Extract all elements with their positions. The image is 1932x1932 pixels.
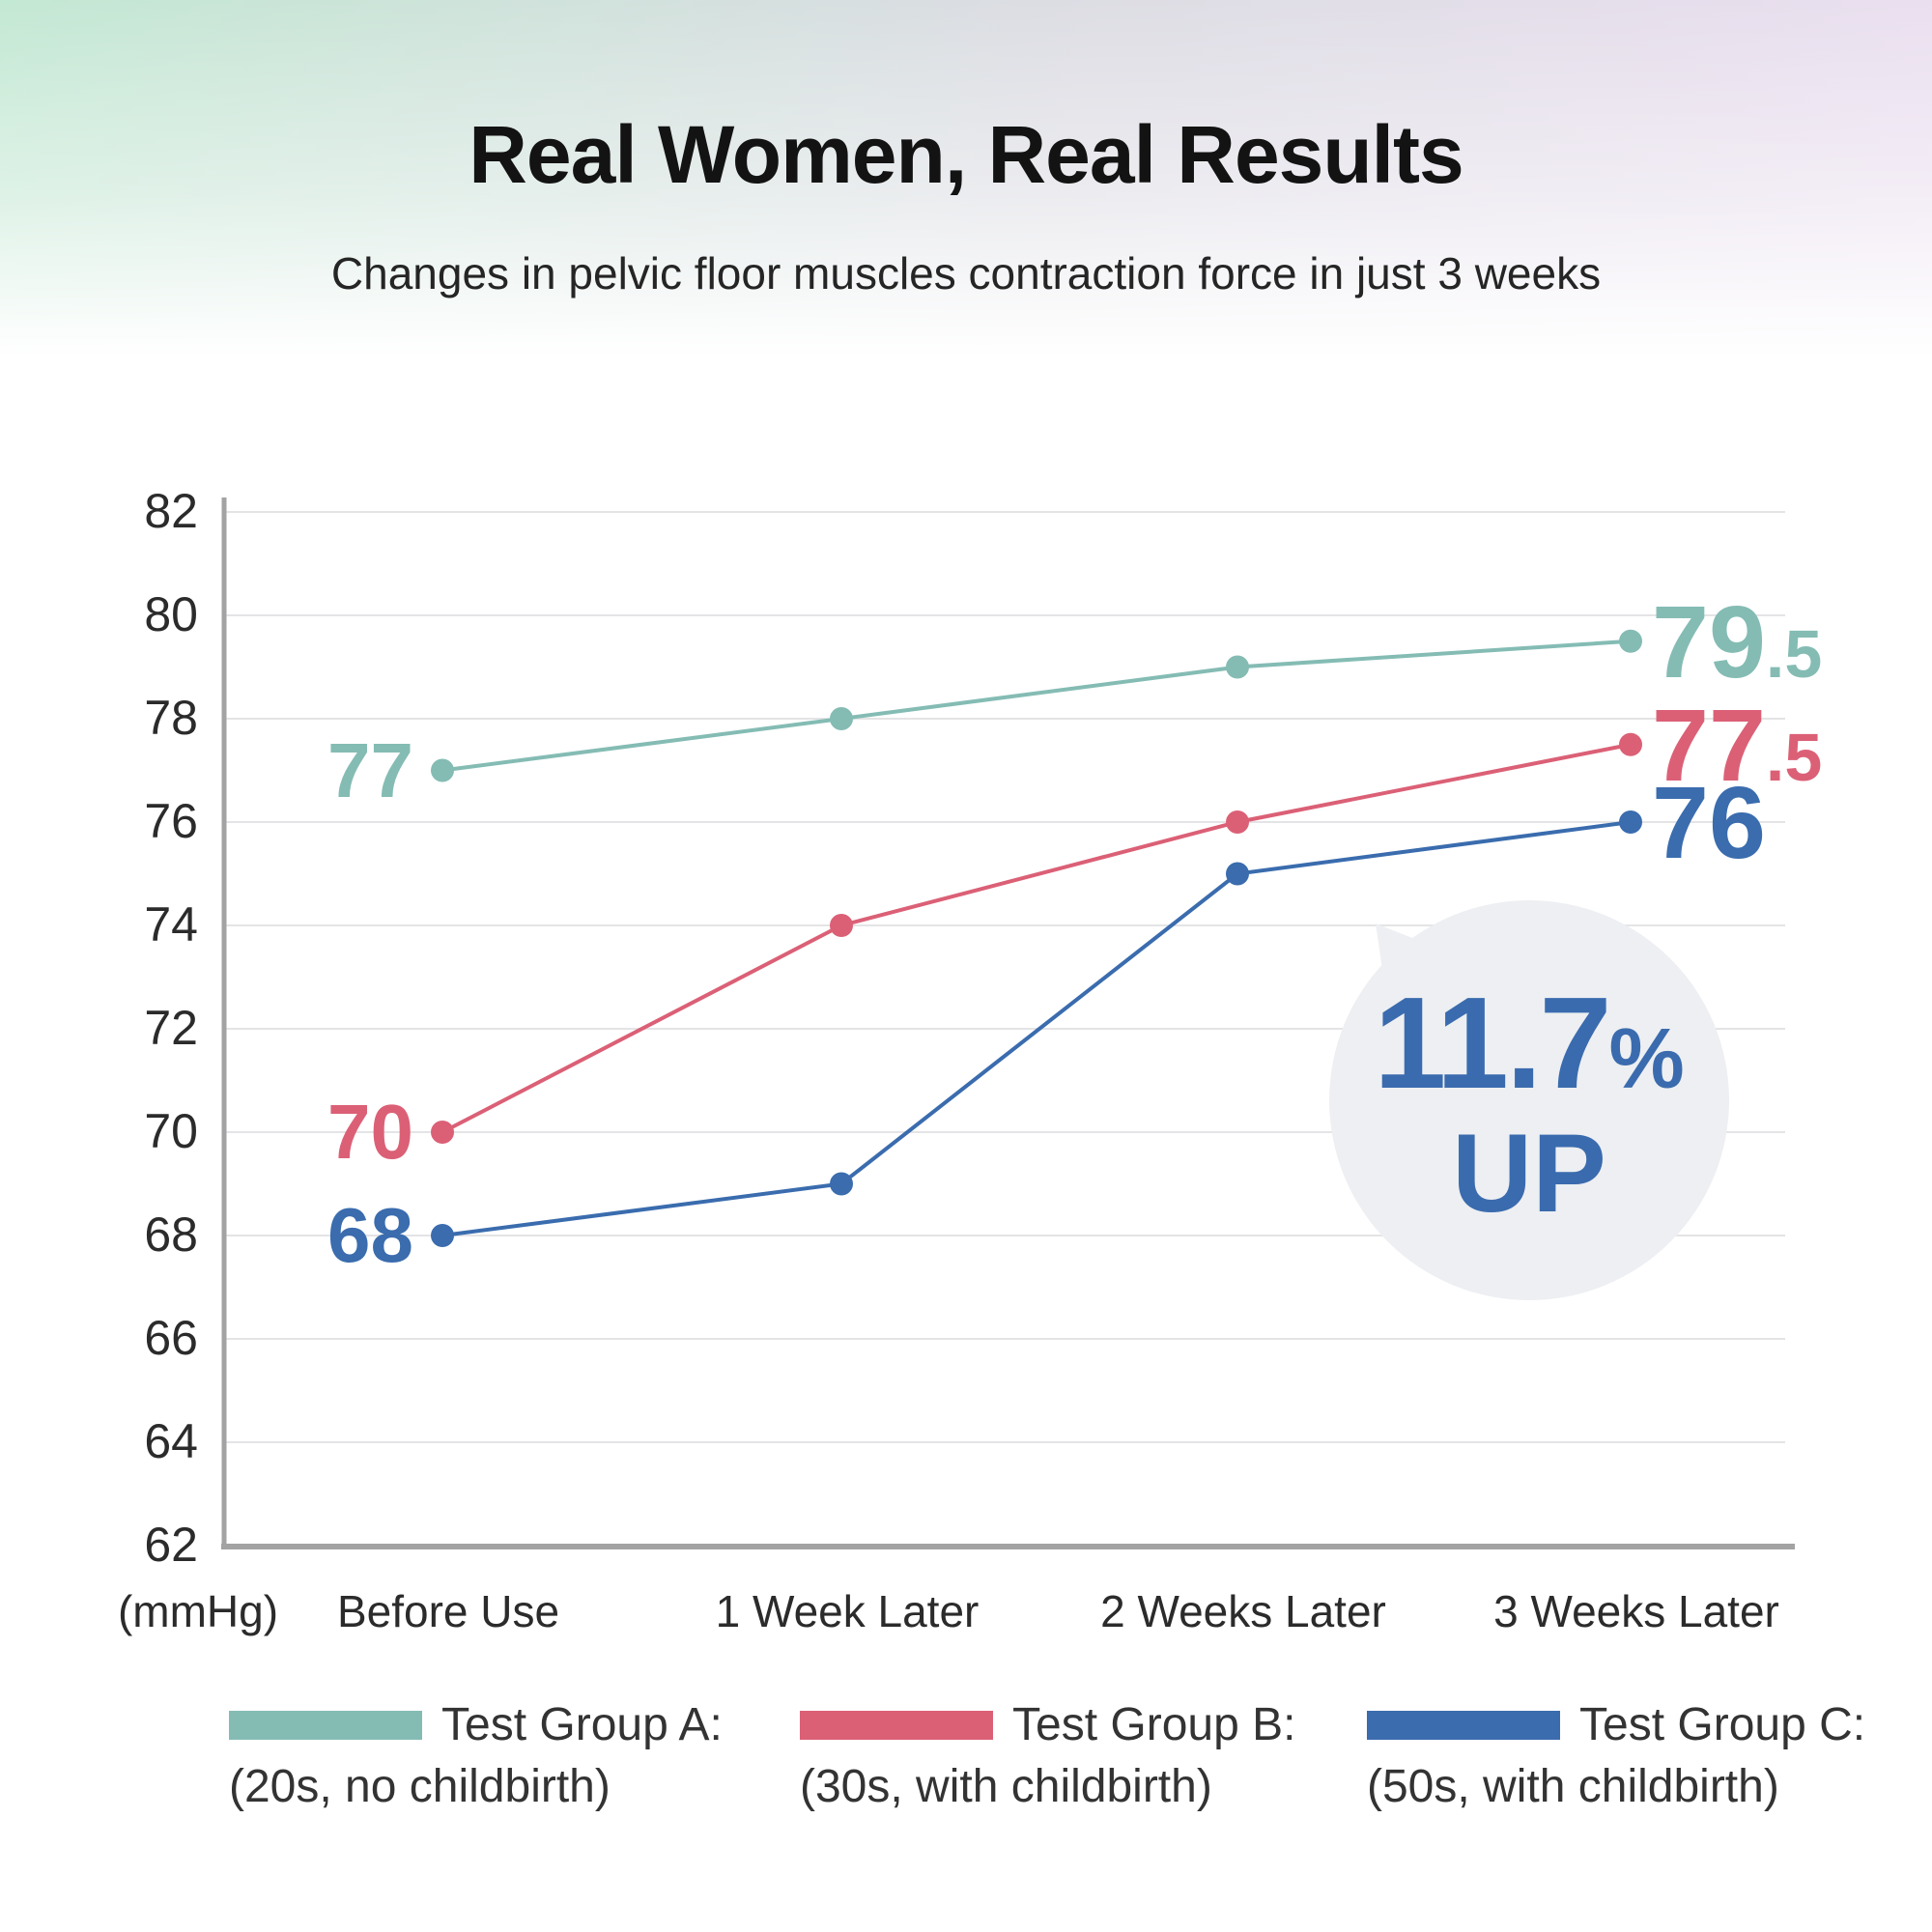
data-point-s2-x3	[1619, 810, 1642, 834]
y-tick-label-72: 72	[144, 1001, 198, 1055]
y-tick-label-76: 76	[144, 794, 198, 848]
y-tick-label-80: 80	[144, 587, 198, 641]
end-value-suffix: .5	[1765, 719, 1823, 795]
page-title: Real Women, Real Results	[469, 109, 1463, 200]
end-value-label-s2: 76	[1652, 772, 1766, 874]
data-point-s0-x3	[1619, 629, 1642, 653]
y-tick-label-78: 78	[144, 691, 198, 745]
data-point-s1-x2	[1226, 810, 1249, 834]
x-label-2: 2 Weeks Later	[1100, 1586, 1386, 1636]
annotation-percent-text: 11.7%	[1336, 978, 1722, 1108]
data-point-s1-x0	[431, 1121, 454, 1144]
y-tick-label-70: 70	[144, 1104, 198, 1158]
x-label-0: Before Use	[336, 1586, 560, 1636]
series-line-2	[441, 820, 1632, 1237]
data-point-s0-x2	[1226, 655, 1249, 679]
data-point-s0-x0	[431, 758, 454, 782]
x-label-3: 3 Weeks Later	[1493, 1586, 1779, 1636]
data-point-s1-x3	[1619, 732, 1642, 756]
end-value-main: 79	[1652, 584, 1766, 699]
page-subtitle: Changes in pelvic floor muscles contract…	[330, 248, 1602, 298]
y-tick-label-62: 62	[144, 1518, 198, 1572]
header-gradient-background	[0, 0, 1932, 357]
y-tick-label-82: 82	[144, 484, 198, 538]
data-point-s2-x1	[830, 1172, 853, 1196]
x-label-1: 1 Week Later	[715, 1586, 980, 1636]
end-value-label-s1: 77.5	[1652, 695, 1822, 797]
start-value-label-s1: 70	[327, 1089, 413, 1175]
series-line-1	[441, 742, 1632, 1134]
start-value-label-s0: 77	[327, 726, 413, 813]
y-tick-label-66: 66	[144, 1311, 198, 1365]
y-tick-label-64: 64	[144, 1414, 198, 1468]
data-point-s0-x1	[830, 707, 853, 730]
end-value-main: 76	[1652, 766, 1766, 880]
annotation-direction-text: UP	[1452, 1112, 1606, 1236]
data-point-s2-x0	[431, 1224, 454, 1247]
end-value-main: 77	[1652, 688, 1766, 803]
y-tick-label-74: 74	[144, 897, 198, 952]
end-value-suffix: .5	[1765, 615, 1823, 692]
percent-sign: %	[1608, 1010, 1685, 1106]
y-axis-unit-label: (mmHg)	[117, 1586, 279, 1636]
y-tick-label-68: 68	[144, 1208, 198, 1262]
data-point-s2-x2	[1226, 862, 1249, 886]
data-point-s1-x1	[830, 914, 853, 937]
series-line-0	[441, 639, 1632, 773]
annotation-bubble-circle	[1329, 900, 1729, 1300]
start-value-label-s2: 68	[327, 1192, 413, 1278]
annotation-value: 11.7	[1374, 970, 1611, 1116]
end-value-label-s0: 79.5	[1652, 591, 1822, 694]
